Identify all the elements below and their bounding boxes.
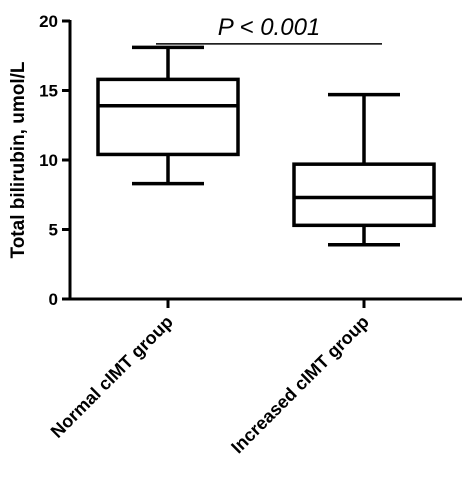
x-category-label: Normal cIMT group [47, 312, 177, 442]
box-2 [292, 92, 436, 247]
iqr-box [292, 162, 436, 228]
significance-annotation: P < 0.001 [218, 14, 321, 41]
iqr-box [96, 77, 240, 157]
y-tick-label: 10 [39, 151, 58, 170]
x-axis-ticks: Normal cIMT group Increased cIMT group [47, 299, 373, 457]
box-series [96, 45, 436, 247]
y-tick-label: 0 [49, 290, 58, 309]
y-axis-title: Total bilirubin, umol/L [8, 61, 29, 258]
x-category-label: Increased cIMT group [227, 312, 373, 458]
y-tick-label: 15 [39, 82, 58, 101]
box-1 [96, 45, 240, 186]
y-axis-ticks: 0 5 10 15 20 [39, 12, 70, 309]
y-tick-label: 20 [39, 12, 58, 31]
y-tick-label: 5 [49, 221, 58, 240]
